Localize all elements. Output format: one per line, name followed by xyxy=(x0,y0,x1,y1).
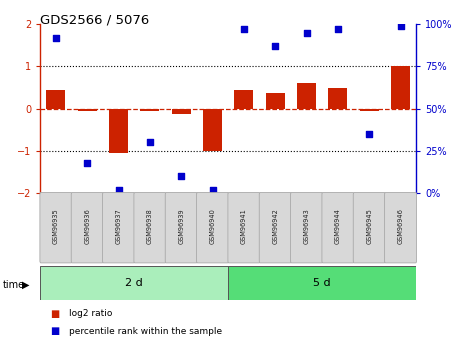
Bar xyxy=(203,109,222,151)
Bar xyxy=(40,266,228,300)
Text: GSM96936: GSM96936 xyxy=(84,208,90,244)
FancyBboxPatch shape xyxy=(103,193,134,263)
Bar xyxy=(172,109,191,114)
FancyBboxPatch shape xyxy=(197,193,228,263)
Point xyxy=(115,187,123,193)
Text: GSM96939: GSM96939 xyxy=(178,208,184,244)
Point xyxy=(397,23,404,29)
FancyBboxPatch shape xyxy=(290,193,323,263)
Bar xyxy=(78,109,96,111)
Point xyxy=(177,174,185,179)
Point xyxy=(146,140,154,145)
Text: GSM96935: GSM96935 xyxy=(53,208,59,244)
FancyBboxPatch shape xyxy=(40,193,72,263)
FancyBboxPatch shape xyxy=(322,193,354,263)
Point xyxy=(366,131,373,137)
Text: 2 d: 2 d xyxy=(125,278,143,288)
Point xyxy=(240,27,248,32)
Text: time: time xyxy=(2,280,25,289)
Bar xyxy=(235,90,254,109)
Text: GSM96942: GSM96942 xyxy=(272,208,278,244)
Text: GSM96938: GSM96938 xyxy=(147,208,153,244)
Point xyxy=(52,35,60,40)
Text: ■: ■ xyxy=(50,326,59,336)
Bar xyxy=(328,88,347,109)
Text: ▶: ▶ xyxy=(22,280,29,289)
Bar xyxy=(109,109,128,153)
Text: GSM96946: GSM96946 xyxy=(398,208,403,244)
Point xyxy=(209,187,216,193)
Text: GSM96944: GSM96944 xyxy=(335,208,341,244)
Text: ■: ■ xyxy=(50,309,59,319)
Text: GSM96943: GSM96943 xyxy=(304,208,309,244)
Bar xyxy=(46,90,65,109)
Text: GSM96937: GSM96937 xyxy=(115,208,122,244)
Point xyxy=(303,30,310,36)
Text: GSM96941: GSM96941 xyxy=(241,208,247,244)
FancyBboxPatch shape xyxy=(165,193,197,263)
Bar xyxy=(297,83,316,109)
Text: GDS2566 / 5076: GDS2566 / 5076 xyxy=(40,14,149,27)
Bar xyxy=(228,266,416,300)
FancyBboxPatch shape xyxy=(228,193,260,263)
Bar xyxy=(140,109,159,111)
Bar xyxy=(360,109,378,111)
Text: log2 ratio: log2 ratio xyxy=(69,309,112,318)
FancyBboxPatch shape xyxy=(134,193,166,263)
Text: percentile rank within the sample: percentile rank within the sample xyxy=(69,327,222,336)
Point xyxy=(272,43,279,49)
Text: 5 d: 5 d xyxy=(314,278,331,288)
Text: GSM96940: GSM96940 xyxy=(210,208,216,244)
Point xyxy=(83,160,91,166)
Bar xyxy=(266,92,285,109)
FancyBboxPatch shape xyxy=(259,193,291,263)
Bar xyxy=(391,66,410,109)
FancyBboxPatch shape xyxy=(385,193,417,263)
Text: GSM96945: GSM96945 xyxy=(366,208,372,244)
FancyBboxPatch shape xyxy=(353,193,385,263)
FancyBboxPatch shape xyxy=(71,193,103,263)
Point xyxy=(334,27,342,32)
